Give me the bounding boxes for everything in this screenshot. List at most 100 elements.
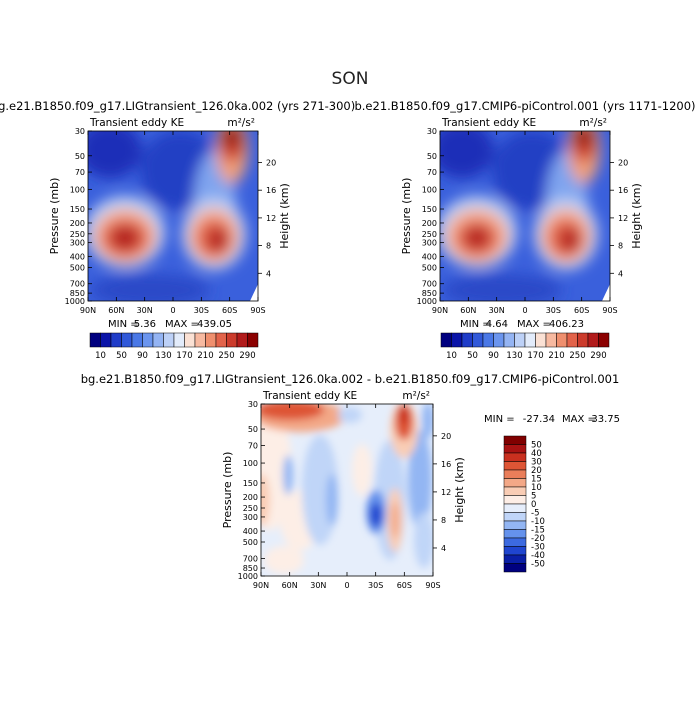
y-tick-label: 200 <box>422 219 437 228</box>
max-value: 406.23 <box>549 319 584 330</box>
y-tick-label: 250 <box>422 230 437 239</box>
y-tick-label: 300 <box>243 513 258 522</box>
y-tick-label: 500 <box>70 263 85 272</box>
y-tick-label: 400 <box>243 527 258 536</box>
y-tick-label: 300 <box>422 239 437 248</box>
colorbar-label: 210 <box>548 351 564 361</box>
units-label: m²/s² <box>227 117 255 129</box>
colorbar-swatch <box>503 435 527 445</box>
y-tick-label: 1000 <box>65 297 85 306</box>
colorbar-label: 50 <box>116 351 127 361</box>
y-axis-label: Pressure (mb) <box>400 178 413 255</box>
colorbar-swatch <box>503 529 527 539</box>
x-tick-label: 60S <box>574 306 589 315</box>
panel-subtitle: Transient eddy KE <box>89 117 184 129</box>
y2-tick-label: 20 <box>618 158 628 167</box>
max-label: MAX = <box>562 414 596 425</box>
colorbar-swatch <box>503 461 527 471</box>
y-tick-label: 850 <box>422 289 437 298</box>
colorbar-swatch <box>493 332 505 348</box>
panel-lig: bg.e21.B1850.f09_g17.LIGtransient_126.0k… <box>0 99 355 361</box>
colorbar-label: 50 <box>531 441 542 451</box>
y2-tick-label: 4 <box>618 269 623 278</box>
colorbar-swatch <box>131 332 143 348</box>
panel-difference: bg.e21.B1850.f09_g17.LIGtransient_126.0k… <box>81 372 620 590</box>
colorbar-swatch <box>451 332 463 348</box>
min-value: 4.64 <box>486 319 508 330</box>
x-tick-label: 60N <box>460 306 476 315</box>
colorbar-swatch <box>503 478 527 488</box>
colorbar-swatch <box>503 554 527 564</box>
colorbar-label: 50 <box>467 351 478 361</box>
colorbar-label: 250 <box>218 351 234 361</box>
colorbar-label: 290 <box>239 351 255 361</box>
panel-title: bg.e21.B1850.f09_g17.LIGtransient_126.0k… <box>81 372 620 386</box>
x-tick-label: 30S <box>546 306 561 315</box>
colorbar-label: 15 <box>531 475 542 485</box>
y-tick-label: 50 <box>75 152 85 161</box>
colorbar-label: 5 <box>531 492 536 502</box>
axes: 90N 60N 30N 0 30S 60S 90S 30 50 70 100 150 200 250300… <box>48 127 291 315</box>
y-tick-label: 70 <box>75 168 85 177</box>
min-value: -27.34 <box>523 414 555 425</box>
colorbar-swatch <box>577 332 589 348</box>
y-axis-label: Pressure (mb) <box>48 178 61 255</box>
colorbar-swatch <box>184 332 196 348</box>
colorbar-swatch <box>503 486 527 496</box>
y2-tick-label: 12 <box>618 214 628 223</box>
x-tick-label: 90S <box>425 581 440 590</box>
y2-tick-label: 12 <box>441 488 451 497</box>
max-label: MAX = <box>517 319 551 330</box>
x-tick-label: 0 <box>522 306 527 315</box>
colorbar-swatch <box>524 332 536 348</box>
colorbar-swatch <box>142 332 154 348</box>
y-tick-label: 250 <box>70 230 85 239</box>
y-tick-label: 400 <box>422 253 437 262</box>
colorbar-swatch <box>247 332 259 348</box>
y-tick-label: 850 <box>70 289 85 298</box>
colorbar-swatch <box>472 332 484 348</box>
colorbar-swatch <box>503 563 527 573</box>
panel-subtitle: Transient eddy KE <box>262 390 357 402</box>
x-tick-label: 90S <box>602 306 617 315</box>
y2-tick-label: 8 <box>618 242 623 251</box>
x-tick-label: 90N <box>80 306 96 315</box>
x-tick-label: 30S <box>368 581 383 590</box>
colorbar: 10 50 90 130 170 210 250 290 <box>89 332 259 361</box>
colorbar-swatch <box>440 332 452 348</box>
colorbar-label: 30 <box>531 458 542 468</box>
y-tick-label: 100 <box>422 185 437 194</box>
colorbar-swatch <box>461 332 473 348</box>
max-value: 439.05 <box>197 319 232 330</box>
y-tick-label: 200 <box>70 219 85 228</box>
panel-title: bg.e21.B1850.f09_g17.LIGtransient_126.0k… <box>0 99 355 113</box>
figure-title: SON <box>332 69 369 89</box>
x-tick-label: 0 <box>344 581 349 590</box>
x-tick-label: 0 <box>170 306 175 315</box>
y-tick-label: 850 <box>243 564 258 573</box>
colorbar-label: 290 <box>590 351 606 361</box>
colorbar-swatch <box>173 332 185 348</box>
min-label: MIN = <box>108 319 139 330</box>
axes: 90N 60N 30N 0 30S 60S 90S 30 50 70 100 150 200 250300… <box>400 127 643 315</box>
colorbar-swatch <box>503 503 527 513</box>
colorbar-label: -10 <box>531 517 545 527</box>
colorbar-label: 20 <box>531 466 542 476</box>
y-tick-label: 700 <box>70 280 85 289</box>
colorbar-label: 10 <box>531 483 542 493</box>
colorbar-label: 40 <box>531 449 542 459</box>
colorbar-label: 210 <box>197 351 213 361</box>
axes: 90N 60N 30N 0 30S 60S 90S 30 50 70 100 150 200 250300… <box>221 400 466 590</box>
colorbar-label: 130 <box>506 351 522 361</box>
colorbar-swatch <box>110 332 122 348</box>
colorbar-label: 130 <box>155 351 171 361</box>
x-tick-label: 60S <box>397 581 412 590</box>
y-tick-label: 30 <box>248 400 258 409</box>
y-tick-label: 30 <box>75 127 85 136</box>
colorbar-swatch <box>236 332 248 348</box>
y-tick-label: 200 <box>243 493 258 502</box>
panel-title: b.e21.B1850.f09_g17.CMIP6-piControl.001 … <box>354 99 695 113</box>
colorbar-label: -5 <box>531 509 539 519</box>
